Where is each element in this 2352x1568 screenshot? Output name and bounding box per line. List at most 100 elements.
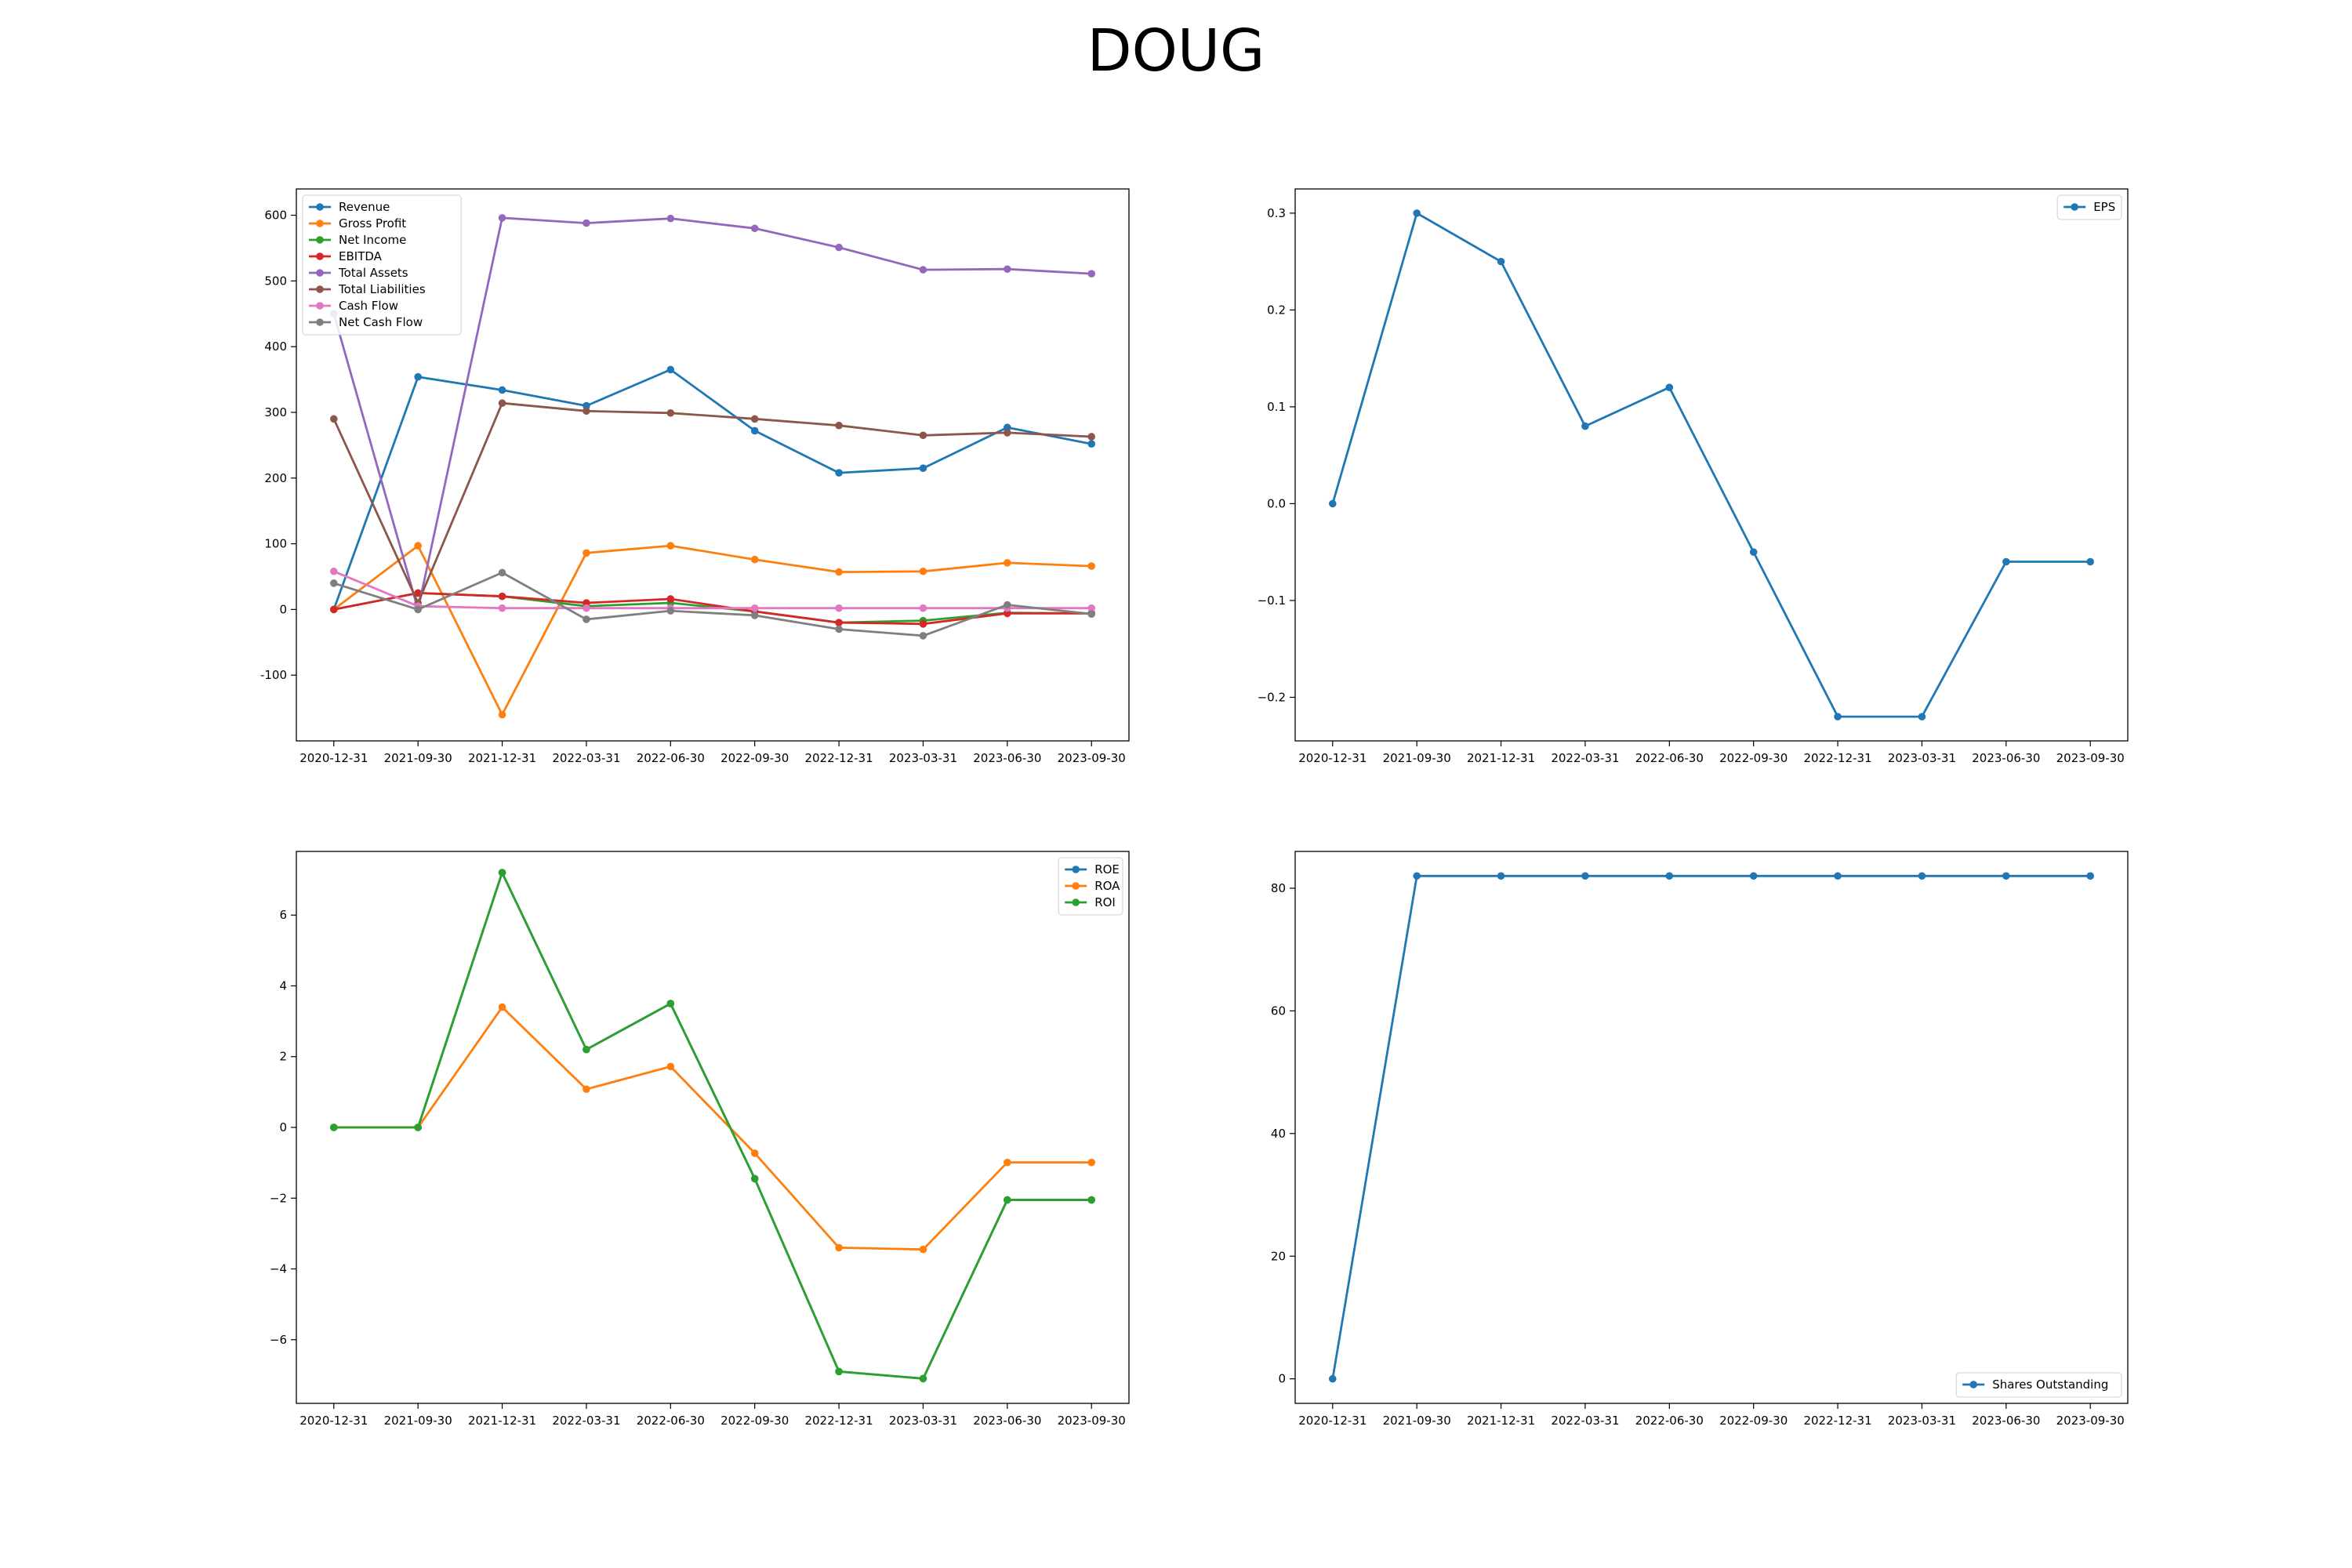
- data-point: [583, 1085, 590, 1094]
- data-point: [1087, 433, 1096, 441]
- y-tick-label: 100: [264, 537, 287, 551]
- data-point: [835, 568, 843, 576]
- data-point: [919, 1245, 927, 1254]
- data-point: [2002, 872, 2010, 880]
- y-tick-label: −6: [270, 1333, 287, 1347]
- x-tick-label: 2023-06-30: [1972, 1414, 2040, 1428]
- x-tick-label: 2020-12-31: [299, 751, 368, 765]
- data-point: [1087, 562, 1096, 570]
- y-tick-label: −0.1: [1258, 593, 1286, 608]
- y-tick-label: 0.3: [1267, 206, 1286, 220]
- x-tick-label: 2022-12-31: [804, 1414, 873, 1428]
- legend-label: Total Assets: [338, 266, 408, 280]
- data-point: [2086, 872, 2095, 880]
- data-point: [583, 401, 590, 410]
- data-point: [750, 1174, 759, 1183]
- y-tick-label: 0.0: [1267, 496, 1286, 510]
- data-point: [835, 469, 843, 477]
- data-point: [919, 604, 927, 612]
- data-point: [1749, 548, 1758, 556]
- x-tick-label: 2023-06-30: [973, 1414, 1041, 1428]
- series-line-roa: [333, 1006, 1092, 1251]
- x-tick-label: 2022-06-30: [637, 1414, 705, 1428]
- x-tick-label: 2021-09-30: [384, 1414, 452, 1428]
- data-point: [583, 549, 590, 557]
- x-tick-label: 2022-12-31: [804, 751, 873, 765]
- x-tick-label: 2022-06-30: [1635, 751, 1704, 765]
- legend-label: Gross Profit: [339, 216, 406, 230]
- chart-panel-3: 2020-12-31 2021-09-30 2021-12-31 2022-03-31…: [270, 851, 1130, 1428]
- data-point: [1749, 872, 1758, 880]
- data-point: [1004, 559, 1011, 567]
- data-point: [750, 415, 759, 423]
- data-point: [329, 567, 338, 575]
- x-tick-label: 2022-09-30: [720, 1414, 789, 1428]
- data-point: [1918, 713, 1926, 720]
- data-point: [498, 214, 506, 222]
- x-tick-label: 2023-06-30: [1972, 751, 2040, 765]
- data-point: [1581, 872, 1589, 880]
- x-tick-label: 2021-09-30: [384, 751, 452, 765]
- data-point: [1004, 1196, 1011, 1204]
- data-point: [583, 604, 590, 612]
- data-point: [750, 612, 759, 619]
- data-point: [750, 224, 759, 233]
- legend-label: Revenue: [339, 200, 390, 214]
- data-point: [583, 407, 590, 416]
- x-tick-label: 2021-09-30: [1383, 751, 1451, 765]
- chart-panel-4: 2020-12-31 2021-09-30 2021-12-31 2022-03-31…: [1271, 851, 2129, 1428]
- data-point: [919, 266, 927, 274]
- x-tick-label: 2023-03-31: [889, 751, 957, 765]
- axes-frame: [296, 188, 1130, 742]
- series-line-roe: [333, 871, 1092, 1380]
- data-point: [1004, 423, 1011, 432]
- x-tick-label: 2022-03-31: [1551, 1414, 1619, 1428]
- data-point: [835, 625, 843, 633]
- data-point: [835, 1243, 843, 1252]
- data-point: [2002, 557, 2010, 566]
- x-tick-label: 2023-09-30: [1058, 1414, 1126, 1428]
- data-point: [666, 1062, 675, 1071]
- data-point: [1087, 270, 1096, 278]
- legend-label: EPS: [2093, 200, 2115, 214]
- data-point: [666, 365, 675, 374]
- y-tick-label: 400: [264, 339, 287, 354]
- legend-marker: [316, 220, 324, 227]
- x-tick-label: 2023-03-31: [1888, 1414, 1956, 1428]
- data-point: [498, 869, 506, 877]
- data-point: [583, 615, 590, 623]
- x-tick-label: 2020-12-31: [1298, 1414, 1367, 1428]
- data-point: [919, 620, 927, 628]
- legend-label: Shares Outstanding: [1992, 1377, 2108, 1392]
- legend-marker: [1072, 882, 1080, 890]
- data-point: [1087, 604, 1096, 612]
- y-tick-label: 4: [279, 978, 287, 993]
- data-point: [498, 592, 506, 601]
- x-tick-label: 2023-03-31: [1888, 751, 1956, 765]
- legend-marker: [316, 203, 324, 211]
- data-point: [666, 214, 675, 223]
- y-tick-label: −0.2: [1258, 690, 1286, 704]
- series-line-total-liabilities: [332, 401, 1092, 604]
- figure-title: DOUG: [1087, 17, 1265, 85]
- data-point: [666, 1000, 675, 1007]
- data-point: [835, 1367, 843, 1376]
- data-point: [1004, 609, 1011, 618]
- chart-panel-2: 2020-12-31 2021-09-30 2021-12-31 2022-03-31…: [1258, 188, 2129, 765]
- x-tick-label: 2021-09-30: [1383, 1414, 1451, 1428]
- data-point: [666, 595, 675, 603]
- legend-marker: [316, 318, 324, 326]
- legend: EPS: [2056, 194, 2122, 220]
- y-tick-label: 60: [1271, 1004, 1286, 1018]
- y-tick-label: -100: [260, 668, 287, 682]
- y-tick-label: 200: [264, 471, 287, 485]
- data-point: [414, 589, 422, 597]
- data-point: [329, 415, 338, 423]
- legend-marker: [1072, 898, 1080, 906]
- data-point: [1087, 1158, 1096, 1167]
- data-point: [2086, 557, 2095, 566]
- data-point: [498, 1003, 506, 1011]
- legend-marker: [316, 302, 324, 310]
